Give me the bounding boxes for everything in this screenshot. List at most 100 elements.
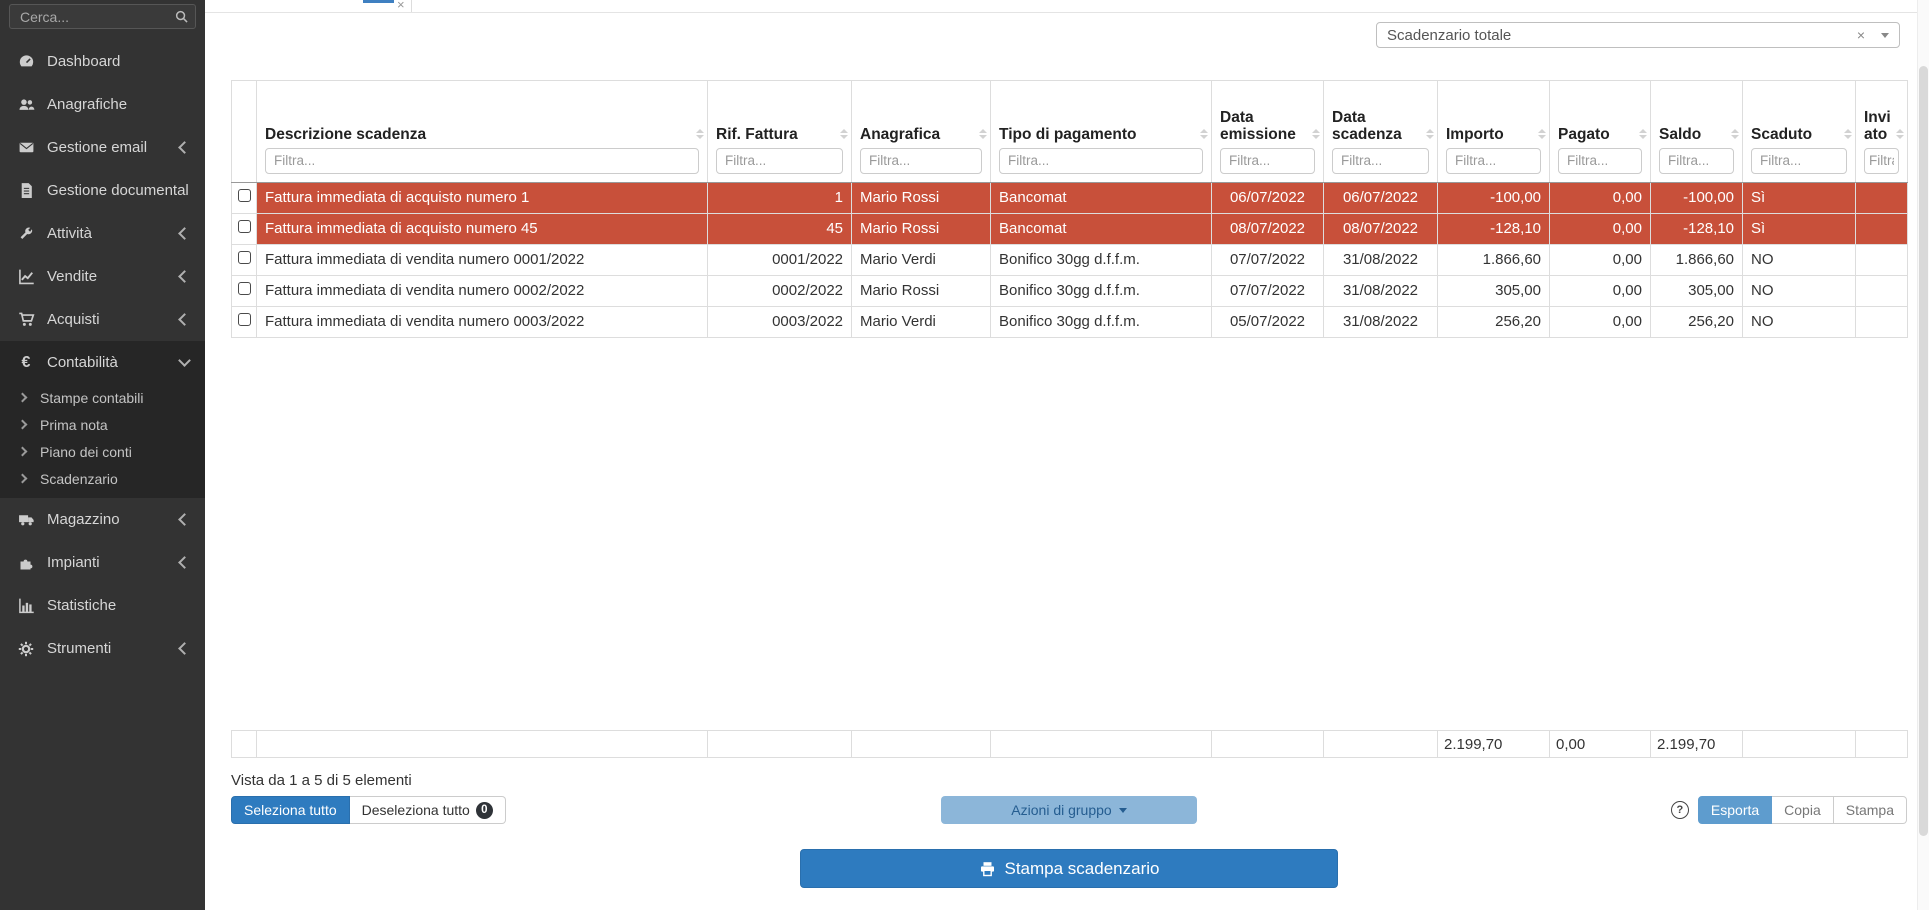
cell-data-emissione: 08/07/2022 [1211,212,1324,245]
page-scrollbar[interactable] [1917,0,1929,910]
stampa-button[interactable]: Stampa [1833,796,1907,824]
filter-input-inviato[interactable] [1864,147,1899,174]
filter-input-descrizione[interactable] [265,147,699,174]
copia-button[interactable]: Copia [1772,796,1834,824]
sort-icon [1312,128,1320,139]
cell-anagrafica: Mario Verdi [851,243,991,276]
filter-input-pagato[interactable] [1558,147,1642,174]
sidebar-item-anagrafiche[interactable]: Anagrafiche [0,83,205,126]
column-header-rif-fattura[interactable]: Rif. Fattura [707,80,852,147]
filter-input-anagrafica[interactable] [860,147,982,174]
column-header-data-emissione[interactable]: Data emissione [1211,80,1324,147]
column-header-tipo-pagamento[interactable]: Tipo di pagamento [990,80,1212,147]
sidebar-item-acquisti[interactable]: Acquisti [0,298,205,341]
sidebar-item-label: Dashboard [47,53,121,70]
help-icon[interactable]: ? [1670,801,1689,819]
row-checkbox[interactable] [237,251,251,264]
column-header-importo[interactable]: Importo [1437,80,1550,147]
cell-saldo: -100,00 [1650,181,1743,214]
seleziona-tutto-button[interactable]: Seleziona tutto [231,796,350,824]
cell-rif-fattura: 0001/2022 [707,243,852,276]
filter-input-saldo[interactable] [1659,147,1734,174]
sidebar-item-gestione-email[interactable]: Gestione email [0,126,205,169]
sidebar-subitem-piano-dei-conti[interactable]: Piano dei conti [0,438,205,465]
clear-selection-icon[interactable]: × [1856,27,1865,43]
cell-saldo: 256,20 [1650,305,1743,338]
azioni-di-gruppo-button[interactable]: Azioni di gruppo [941,796,1197,824]
column-header-descrizione[interactable]: Descrizione scadenza [256,80,708,147]
filter-input-importo[interactable] [1446,147,1541,174]
sidebar-item-magazzino[interactable]: Magazzino [0,498,205,541]
deseleziona-tutto-button[interactable]: Deseleziona tutto 0 [349,796,506,824]
cell-inviato [1855,274,1908,307]
scadenzario-table: Descrizione scadenza Rif. Fattura Anagra… [231,80,1908,338]
row-checkbox[interactable] [237,313,251,326]
cell-scaduto: Sì [1742,212,1856,245]
active-tab-indicator[interactable] [363,0,394,3]
stampa-scadenzario-button[interactable]: Stampa scadenzario [800,849,1338,888]
table-row[interactable]: Fattura immediata di acquisto numero 45 … [231,212,1908,245]
chevron-left-icon [178,642,191,655]
filter-input-data-scadenza[interactable] [1332,147,1429,174]
cell-data-emissione: 06/07/2022 [1211,181,1324,214]
sidebar-item-gestione-documentale[interactable]: Gestione documentale [0,169,205,212]
cell-data-emissione: 07/07/2022 [1211,243,1324,276]
column-header-pagato[interactable]: Pagato [1549,80,1651,147]
gear-icon [16,641,36,657]
column-header-inviato[interactable]: Inviato [1855,80,1908,147]
sidebar-subitem-scadenzario[interactable]: Scadenzario [0,465,205,492]
filter-input-tipo-pagamento[interactable] [999,147,1203,174]
tab-close-icon[interactable]: × [397,0,405,12]
search-input[interactable] [9,4,196,29]
row-checkbox[interactable] [237,220,251,233]
sidebar-subitem-prima-nota[interactable]: Prima nota [0,411,205,438]
cell-rif-fattura: 1 [707,181,852,214]
scadenzario-view-select[interactable]: Scadenzario totale × [1376,22,1900,48]
sidebar-subitem-label: Piano dei conti [40,443,132,460]
bar-chart-icon [16,597,36,614]
row-checkbox[interactable] [237,282,251,295]
sidebar-item-dashboard[interactable]: Dashboard [0,40,205,83]
chevron-left-icon [178,556,191,569]
sidebar-item-label: Gestione email [47,139,148,156]
document-icon [16,182,36,199]
column-header-saldo[interactable]: Saldo [1650,80,1743,147]
sidebar-subitem-stampe-contabili[interactable]: Stampe contabili [0,384,205,411]
sidebar-item-strumenti[interactable]: Strumenti [0,627,205,670]
cell-importo: 1.866,60 [1437,243,1550,276]
scrollbar-thumb[interactable] [1919,66,1928,836]
column-header-anagrafica[interactable]: Anagrafica [851,80,991,147]
cell-importo: 305,00 [1437,274,1550,307]
filter-input-data-emissione[interactable] [1220,147,1315,174]
filter-input-rif-fattura[interactable] [716,147,843,174]
sidebar-item-contabilita[interactable]: € Contabilità [0,341,205,384]
sidebar-item-label: Gestione documentale [47,182,189,199]
table-row[interactable]: Fattura immediata di vendita numero 0003… [231,305,1908,338]
cell-saldo: -128,10 [1650,212,1743,245]
filter-input-scaduto[interactable] [1751,147,1847,174]
sidebar-item-label: Impianti [47,554,100,571]
cell-anagrafica: Mario Rossi [851,181,991,214]
table-row[interactable]: Fattura immediata di vendita numero 0002… [231,274,1908,307]
sidebar-item-attivita[interactable]: Attività [0,212,205,255]
table-row[interactable]: Fattura immediata di acquisto numero 1 1… [231,181,1908,214]
search-icon[interactable] [175,10,188,23]
cell-tipo-pagamento: Bonifico 30gg d.f.f.m. [990,305,1212,338]
sidebar-item-impianti[interactable]: Impianti [0,541,205,584]
esporta-button[interactable]: Esporta [1697,796,1773,824]
sidebar-search [9,4,196,29]
cell-rif-fattura: 45 [707,212,852,245]
cell-pagato: 0,00 [1549,181,1651,214]
cell-scaduto: Sì [1742,181,1856,214]
sidebar-subitem-label: Stampe contabili [40,389,144,406]
cell-data-scadenza: 06/07/2022 [1323,181,1438,214]
column-header-scaduto[interactable]: Scaduto [1742,80,1856,147]
cart-icon [16,311,36,328]
row-checkbox[interactable] [237,189,251,202]
table-row[interactable]: Fattura immediata di vendita numero 0001… [231,243,1908,276]
sidebar-item-vendite[interactable]: Vendite [0,255,205,298]
column-header-data-scadenza[interactable]: Data scadenza [1323,80,1438,147]
sidebar-item-statistiche[interactable]: Statistiche [0,584,205,627]
cell-pagato: 0,00 [1549,212,1651,245]
cell-inviato [1855,243,1908,276]
